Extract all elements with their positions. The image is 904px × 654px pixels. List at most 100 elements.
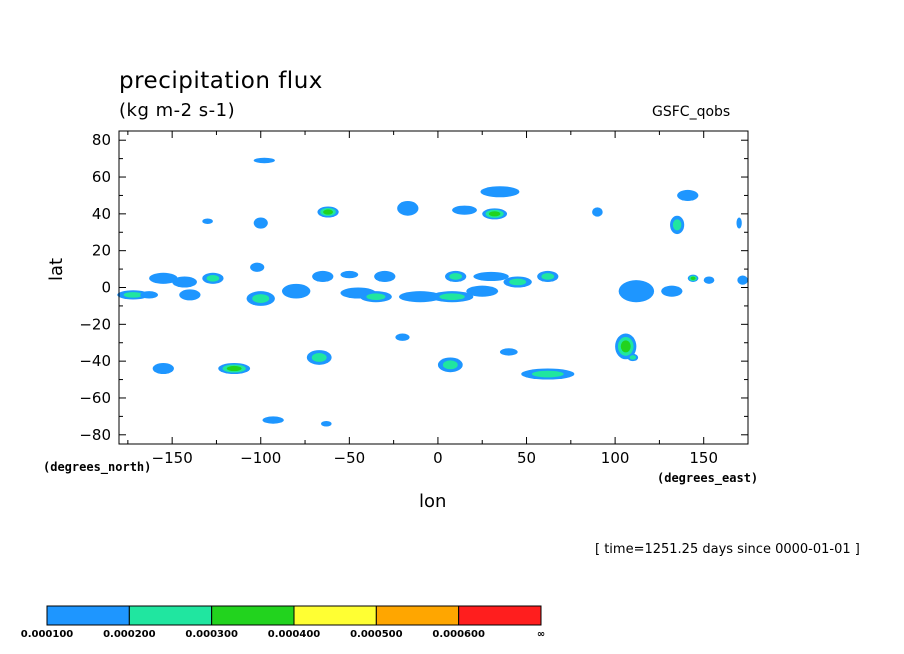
contour-level-2 (252, 294, 270, 303)
contour-level-1 (473, 271, 509, 282)
contour-region (179, 289, 201, 301)
contour-level-1 (140, 291, 158, 299)
y-tick-label: 60 (92, 168, 111, 186)
contour-region (445, 270, 467, 282)
contour-level-1 (395, 333, 410, 341)
contour-region (149, 272, 178, 284)
colorbar-label: 0.000400 (268, 629, 321, 640)
chart-title: precipitation flux (119, 68, 323, 94)
contour-region (374, 270, 396, 282)
contour-region (218, 362, 251, 375)
contour-level-1 (179, 289, 201, 301)
contour-region (480, 186, 520, 198)
colorbar-label: 0.000600 (432, 629, 485, 640)
contour-level-3 (488, 211, 501, 217)
colorbar-swatch (46, 605, 130, 626)
colorbar-label: 0.000500 (350, 629, 403, 640)
contour-region (521, 368, 575, 380)
contour-level-2 (366, 293, 386, 301)
contour-region (482, 208, 508, 220)
y-axis-label: lat (46, 257, 67, 281)
contour-region (395, 333, 410, 341)
contour-region (253, 217, 268, 229)
contour-region (253, 157, 275, 164)
contour-level-1 (452, 205, 477, 215)
x-tick-label: −150 (152, 449, 193, 467)
contour-region (615, 333, 637, 360)
y-tick-label: −80 (79, 426, 111, 444)
contour-region (661, 285, 683, 297)
contour-region (152, 362, 174, 375)
contour-region (736, 217, 742, 229)
contour-level-2 (311, 353, 327, 362)
contour-level-3 (690, 276, 696, 281)
contour-region (466, 285, 499, 297)
contour-level-1 (282, 283, 311, 299)
contour-region (670, 215, 685, 235)
contour-region (687, 274, 699, 282)
contour-level-2 (123, 292, 143, 298)
contour-region (202, 218, 213, 224)
colorbar-label: 0.000300 (185, 629, 238, 640)
contour-region (537, 270, 559, 282)
colorbar-swatch (128, 605, 213, 626)
x-tick-label: 100 (601, 449, 630, 467)
chart-units: (kg m-2 s-1) (119, 100, 236, 121)
y-axis-units: (degrees_north) (43, 460, 152, 474)
contour-region (592, 207, 603, 217)
contour-level-2 (629, 355, 637, 360)
contour-region (430, 291, 474, 303)
y-tick-label: 0 (101, 279, 111, 297)
contour-level-1 (340, 270, 359, 279)
contour-region (282, 283, 311, 299)
axis-tick-labels: −150 −100 −50 0 50 100 150 80 60 40 20 0 −20 −40 −60 −8… (79, 131, 718, 467)
contour-level-1 (466, 285, 499, 297)
contour-region (618, 280, 655, 303)
contour-region (398, 291, 442, 303)
contour-level-1 (398, 291, 442, 303)
contour-region (140, 291, 158, 299)
y-tick-label: −20 (79, 315, 111, 333)
x-tick-label: −50 (334, 449, 366, 467)
colorbar-label: 0.000100 (21, 629, 74, 640)
contour-level-1 (152, 362, 174, 375)
contour-level-1 (312, 270, 334, 282)
contour-level-1 (703, 276, 715, 284)
contour-level-1 (661, 285, 683, 297)
colorbar-swatch (375, 605, 460, 626)
colorbar-swatch (293, 605, 377, 626)
contour-level-1 (374, 270, 396, 282)
time-info: [ time=1251.25 days since 0000-01-01 ] (595, 542, 860, 557)
contour-level-1 (480, 186, 520, 198)
x-tick-label: 0 (433, 449, 443, 467)
contour-level-1 (250, 262, 265, 272)
y-tick-label: 80 (92, 131, 111, 149)
contour-level-1 (677, 189, 699, 201)
plot-frame (118, 130, 749, 445)
contour-level-2 (449, 273, 463, 280)
contour-level-2 (672, 219, 682, 231)
y-tick-label: 40 (92, 205, 111, 223)
contour-region (172, 276, 197, 288)
contour-region (677, 189, 699, 201)
contour-level-2 (206, 274, 220, 282)
contour-level-3 (620, 340, 631, 353)
contour-level-1 (737, 275, 748, 285)
contour-level-3 (226, 365, 242, 372)
contour-region (246, 291, 275, 306)
contour-level-1 (253, 157, 275, 164)
contour-region (306, 350, 332, 365)
contour-level-1 (172, 276, 197, 288)
contour-region (359, 291, 392, 303)
contour-region (627, 353, 639, 362)
contour-region (437, 357, 463, 373)
contour-region (202, 272, 224, 284)
contour-level-1 (736, 217, 742, 229)
contour-level-3 (323, 209, 334, 215)
contour-region (312, 270, 334, 282)
data-source-label: GSFC_qobs (652, 104, 731, 120)
contour-region (503, 276, 532, 288)
contour-region (320, 420, 332, 427)
colorbar-label: ∞ (537, 629, 545, 640)
